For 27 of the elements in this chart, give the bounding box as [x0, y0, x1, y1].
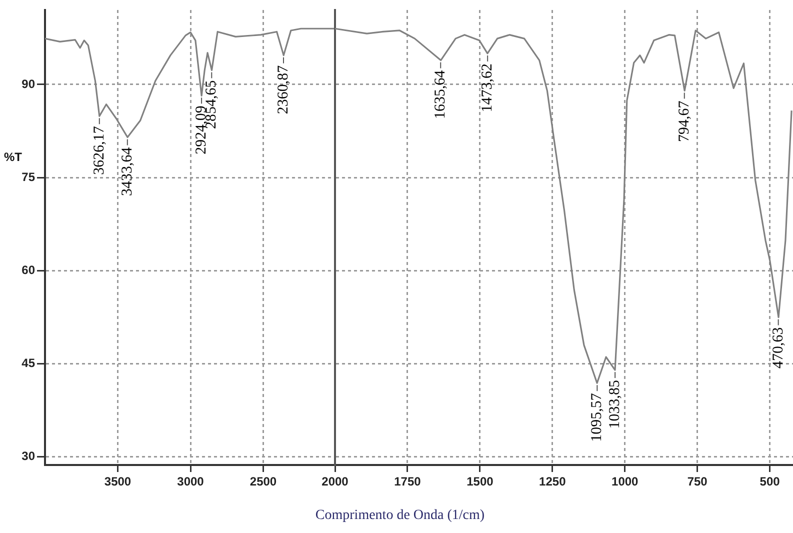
- x-tick-label: 1500: [466, 474, 494, 489]
- y-axis-title: %T: [4, 150, 23, 164]
- annotation: 3626,17: [91, 126, 108, 175]
- x-tick-label: 1250: [539, 474, 566, 489]
- annotation: 1033,85: [607, 380, 623, 429]
- x-tick-label: 2000: [322, 474, 349, 489]
- annotation: 1095,57: [589, 392, 606, 442]
- x-tick-label: 1750: [394, 474, 422, 489]
- annotation: 1635,64: [432, 70, 449, 120]
- x-axis-title: Comprimento de Onda (1/cm): [314, 508, 486, 524]
- annotation: 2924,09: [193, 106, 210, 154]
- y-tick-label: 90: [22, 76, 36, 91]
- annotation: 1473,62: [480, 63, 496, 112]
- x-tick-label: 3500: [104, 474, 132, 489]
- x-tick-label: 3000: [177, 474, 204, 489]
- x-tick-label: 2500: [250, 474, 277, 489]
- y-tick-label: 75: [22, 170, 36, 184]
- annotation: 470,63: [770, 327, 786, 369]
- y-tick-label: 45: [22, 356, 36, 370]
- y-tick-label: 30: [22, 449, 36, 464]
- y-tick-label: 60: [22, 263, 36, 278]
- x-tick-label: 500: [760, 474, 780, 489]
- annotation: 794,67: [676, 100, 692, 142]
- x-tick-label: 1000: [612, 474, 639, 489]
- annotation: 3433,64: [119, 146, 136, 196]
- annotation: 2360,87: [275, 64, 292, 114]
- x-tick-label: 750: [687, 474, 708, 489]
